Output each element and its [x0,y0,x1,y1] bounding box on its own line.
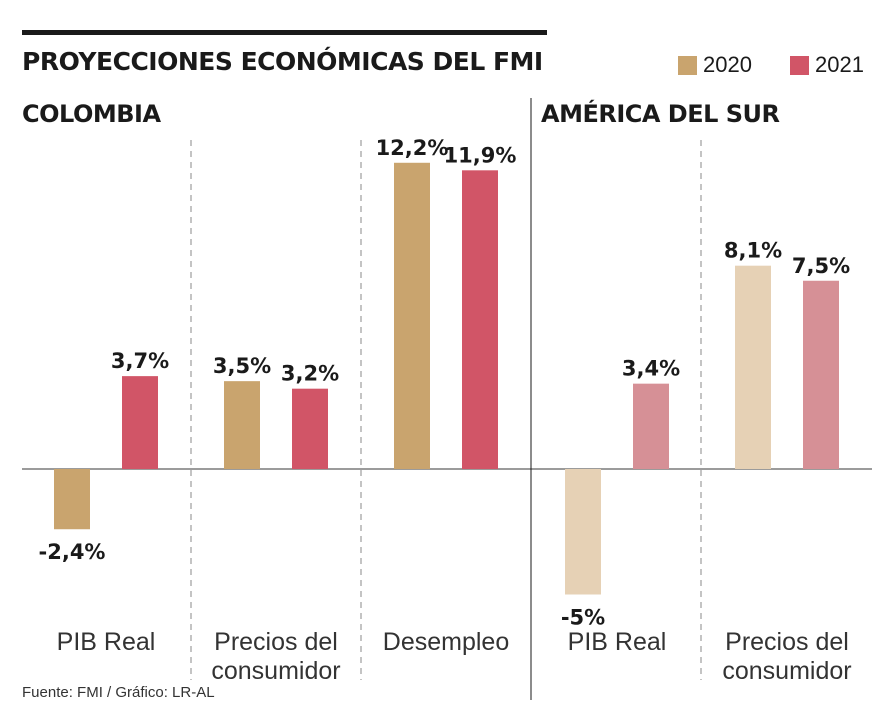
bar [462,170,498,469]
bar [735,265,771,469]
category-label: PIB Real [57,628,156,656]
legend-label-2020: 2020 [703,52,752,77]
data-label: 7,5% [792,254,850,278]
category-label: Desempleo [383,628,509,656]
bar [803,280,839,469]
legend-swatch-2021 [790,55,809,75]
bar [224,381,260,469]
legend-label-2021: 2021 [815,52,864,77]
data-label: 3,5% [213,354,271,378]
data-label: 3,7% [111,349,169,373]
data-label: 3,4% [622,357,680,381]
section-title-america-del-sur: AMÉRICA DEL SUR [541,100,780,128]
bar [565,469,601,595]
bar [54,469,90,530]
bar [122,376,158,469]
data-label: 12,2% [376,136,449,160]
source-note: Fuente: FMI / Gráfico: LR-AL [22,684,215,701]
legend-item-2021: 2021 [790,52,864,78]
bar [394,162,430,469]
data-label: 11,9% [444,143,517,167]
data-label: -2,4% [39,540,106,564]
category-label: consumidor [211,657,340,685]
section-title-colombia: COLOMBIA [22,100,161,128]
data-label: 8,1% [724,239,782,263]
category-label: Precios del [214,628,338,656]
legend-swatch-2020 [678,55,697,75]
category-label: Precios del [725,628,849,656]
data-label: -5% [561,606,605,630]
legend-item-2020: 2020 [678,52,752,78]
bar [292,388,328,469]
title-rule [22,30,547,35]
bar [633,383,669,469]
category-label: PIB Real [568,628,667,656]
category-label: consumidor [722,657,851,685]
data-label: 3,2% [281,362,339,386]
chart-title: PROYECCIONES ECONÓMICAS DEL FMI [22,47,543,76]
